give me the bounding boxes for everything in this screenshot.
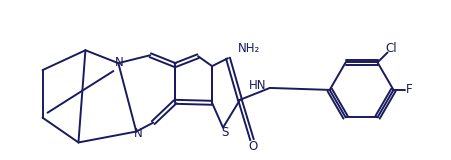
Text: S: S — [221, 126, 229, 139]
Text: Cl: Cl — [386, 42, 397, 55]
Text: NH₂: NH₂ — [238, 42, 260, 55]
Text: N: N — [134, 127, 143, 140]
Text: HN: HN — [249, 80, 266, 92]
Text: N: N — [115, 56, 124, 69]
Text: F: F — [406, 83, 413, 96]
Text: O: O — [249, 140, 258, 153]
